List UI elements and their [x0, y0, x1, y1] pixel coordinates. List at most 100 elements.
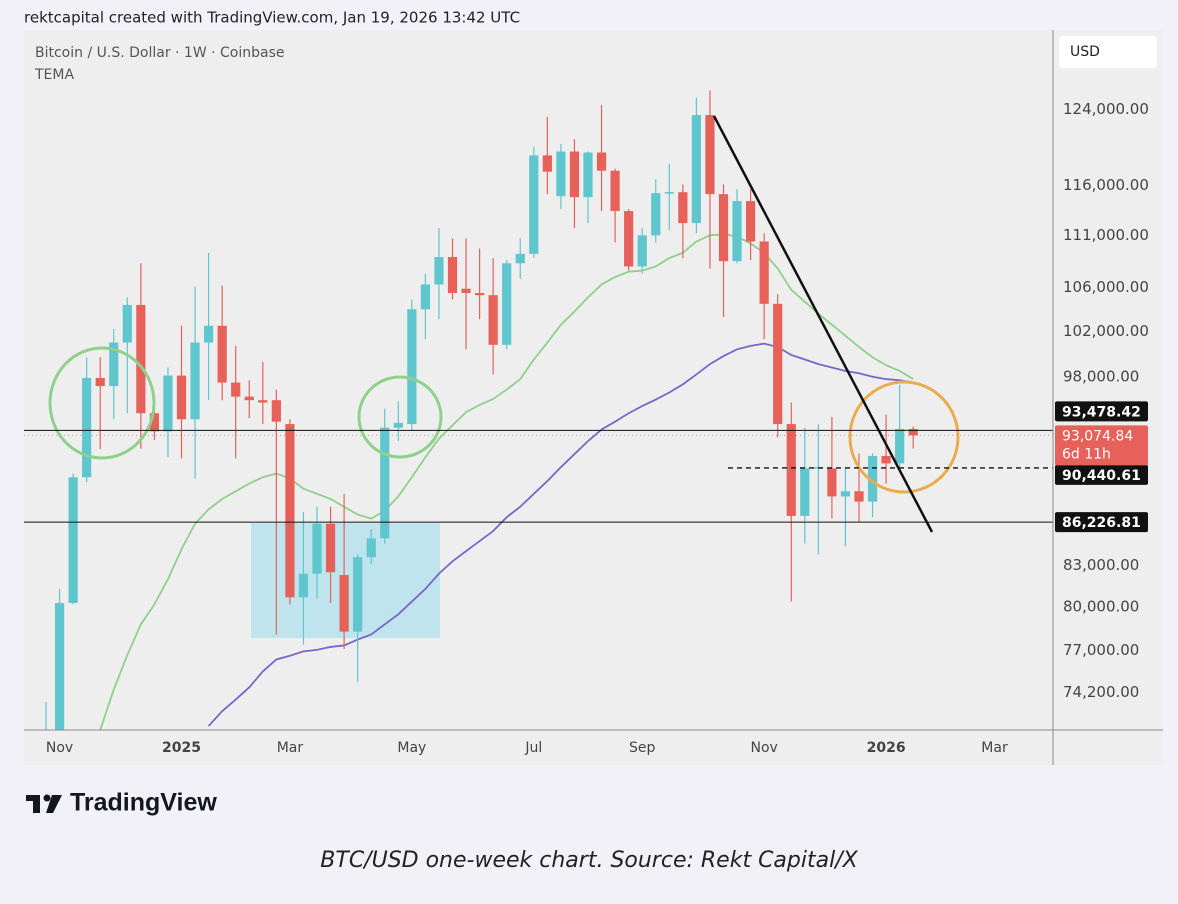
candle-body [393, 422, 403, 428]
candle-body [840, 491, 851, 497]
candle-body [746, 201, 756, 242]
logo-icon [33, 795, 40, 813]
candle-body [434, 257, 444, 285]
price-axis: 124,000.00 116,000.00 111,000.00 106,000.00… [1055, 100, 1149, 701]
level-label: 90,440.61 [1062, 468, 1141, 484]
candle-body [475, 293, 485, 296]
green-circle [48, 346, 156, 460]
y-tick-label: 111,000.00 [1063, 226, 1149, 244]
candle-body [800, 468, 810, 516]
candle-body [380, 427, 390, 539]
x-tick-label: May [397, 740, 426, 756]
candle-body [569, 151, 580, 198]
candle-body [610, 170, 620, 212]
countdown: 6d 11h [1062, 446, 1111, 462]
x-tick-label: Sep [629, 740, 656, 756]
candle-body [529, 155, 539, 254]
candle-body [515, 253, 525, 264]
annotations [24, 115, 1053, 533]
candle-body [705, 115, 715, 195]
x-tick-label: 2025 [162, 740, 201, 756]
candle-body [867, 455, 878, 502]
level-label-box [1055, 464, 1148, 485]
level-label: 86,226.81 [1062, 515, 1141, 531]
logo-icon [46, 795, 62, 813]
y-tick-label: 116,000.00 [1063, 176, 1149, 194]
candle-body [691, 115, 701, 224]
candle-body [664, 192, 674, 194]
candle-body [827, 468, 837, 497]
level-label: 93,478.42 [1062, 404, 1141, 420]
candle-body [583, 152, 593, 198]
tema-line [99, 233, 914, 730]
x-tick-label: Jul [524, 740, 542, 756]
candle-body [271, 400, 281, 422]
candle-body [596, 152, 607, 171]
y-tick-label: 83,000.00 [1063, 556, 1139, 574]
candle-body [420, 284, 430, 310]
candle-body [407, 309, 417, 425]
caption: BTC/USD one-week chart. Source: Rekt Cap… [320, 848, 858, 873]
candle-body [82, 377, 92, 478]
candle-body [204, 325, 214, 343]
candle-body [488, 295, 498, 345]
level-label-box [1055, 512, 1148, 533]
candle-body [231, 382, 241, 397]
candle-body [718, 194, 729, 262]
credit: rektcapital created with TradingView.com… [24, 9, 520, 27]
candle-body [732, 201, 742, 262]
candle-body [773, 303, 783, 425]
candle-body [285, 424, 295, 598]
candle-body [244, 396, 254, 401]
candle-body [298, 573, 309, 598]
x-tick-label: 2026 [867, 740, 906, 756]
chart-panel [24, 30, 1163, 765]
green-circle [357, 375, 443, 459]
y-tick-label: 106,000.00 [1063, 278, 1149, 296]
candle-body [502, 263, 512, 345]
candle-body [149, 413, 159, 432]
currency-box[interactable] [1059, 36, 1157, 68]
candle-body [854, 491, 864, 502]
y-tick-label: 124,000.00 [1063, 100, 1149, 118]
candle-body [109, 342, 119, 387]
candle-body [176, 375, 187, 420]
y-tick-label: 80,000.00 [1063, 598, 1139, 616]
candle-body [95, 377, 105, 387]
y-tick-label: 102,000.00 [1063, 322, 1149, 340]
x-tick-label: Mar [277, 740, 304, 756]
candle-body [366, 538, 376, 558]
candle-body [353, 557, 363, 632]
candle-body [325, 523, 336, 573]
candle-body [312, 523, 322, 574]
x-tick-label: Nov [46, 740, 73, 756]
plot-area [24, 90, 1053, 730]
candle-body [217, 325, 227, 383]
tema-line [207, 342, 914, 727]
level-label-box [1055, 401, 1148, 422]
candle-body [759, 241, 769, 304]
candle-body [258, 400, 268, 403]
candle-body [895, 428, 905, 464]
candle-body [339, 575, 349, 632]
candle-body [68, 477, 78, 603]
x-tick-label: Mar [981, 740, 1008, 756]
candle-body [651, 193, 661, 236]
candle-body [461, 288, 471, 294]
x-tick-label: Nov [750, 740, 777, 756]
currency: USD [1070, 44, 1100, 60]
logo-text: TradingView [70, 789, 217, 817]
candle-body [678, 192, 688, 224]
y-tick-label: 77,000.00 [1063, 641, 1139, 659]
candle-body [556, 151, 566, 197]
orange-circle [848, 380, 960, 494]
y-tick-label: 98,000.00 [1063, 367, 1139, 385]
chart-title: Bitcoin / U.S. Dollar · 1W · Coinbase [35, 45, 285, 61]
candle-body [624, 211, 634, 267]
candle-body [637, 235, 647, 267]
candle-body [447, 257, 458, 294]
candle-body [881, 455, 891, 464]
